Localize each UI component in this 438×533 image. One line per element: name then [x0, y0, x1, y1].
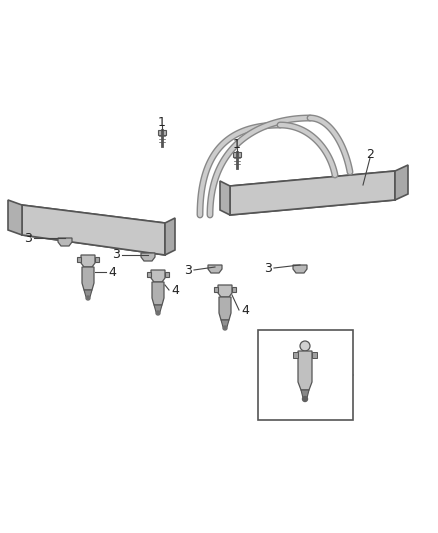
Text: 3: 3	[184, 263, 192, 277]
Polygon shape	[312, 352, 317, 358]
Polygon shape	[220, 181, 230, 215]
Polygon shape	[22, 218, 165, 255]
Text: 4: 4	[241, 303, 249, 317]
Polygon shape	[58, 238, 72, 246]
Circle shape	[86, 296, 90, 300]
Polygon shape	[293, 352, 298, 358]
Text: 5: 5	[272, 343, 280, 357]
Polygon shape	[81, 255, 95, 267]
Polygon shape	[165, 272, 169, 277]
Polygon shape	[77, 257, 81, 262]
Polygon shape	[152, 282, 164, 305]
Bar	[158, 130, 166, 135]
Polygon shape	[165, 218, 175, 255]
Polygon shape	[230, 171, 395, 215]
Text: 1: 1	[158, 116, 166, 128]
Text: 4: 4	[341, 349, 349, 361]
Text: 3: 3	[264, 262, 272, 274]
Text: 2: 2	[366, 149, 374, 161]
Circle shape	[223, 326, 227, 330]
Polygon shape	[230, 171, 395, 200]
Polygon shape	[301, 390, 309, 398]
Polygon shape	[84, 290, 92, 297]
Circle shape	[303, 397, 307, 401]
Bar	[258, 330, 353, 420]
Circle shape	[300, 341, 310, 351]
Text: 1: 1	[233, 138, 241, 150]
Text: 3: 3	[24, 231, 32, 245]
Text: 4: 4	[171, 284, 179, 296]
Text: 4: 4	[108, 265, 116, 279]
Circle shape	[156, 311, 160, 315]
Polygon shape	[22, 205, 165, 238]
Polygon shape	[218, 285, 232, 297]
Polygon shape	[147, 272, 151, 277]
Polygon shape	[395, 165, 408, 200]
Polygon shape	[8, 200, 22, 235]
Polygon shape	[219, 297, 231, 320]
Polygon shape	[232, 287, 236, 292]
Polygon shape	[151, 270, 165, 282]
Polygon shape	[230, 183, 395, 215]
Text: 3: 3	[112, 248, 120, 262]
Polygon shape	[214, 287, 218, 292]
Polygon shape	[82, 267, 94, 290]
Polygon shape	[154, 305, 162, 312]
Polygon shape	[22, 205, 165, 255]
Polygon shape	[221, 320, 229, 327]
Bar	[233, 152, 241, 157]
Polygon shape	[95, 257, 99, 262]
Polygon shape	[208, 265, 222, 273]
Polygon shape	[293, 265, 307, 273]
Polygon shape	[298, 351, 312, 390]
Polygon shape	[141, 253, 155, 261]
